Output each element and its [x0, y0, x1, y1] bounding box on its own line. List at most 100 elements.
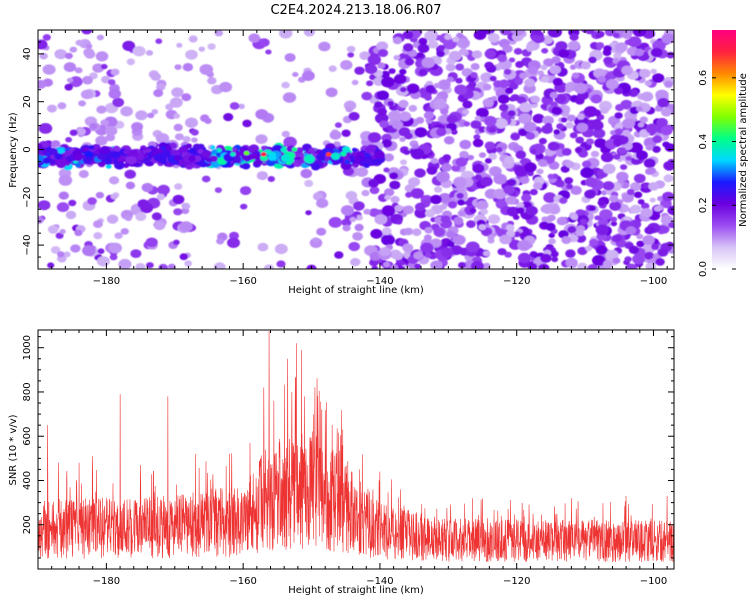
heatmap-cell [662, 141, 670, 148]
heatmap-cell [56, 202, 70, 213]
heatmap-cell [377, 62, 386, 69]
snr-y-tick-label: 400 [22, 471, 33, 490]
heatmap-cell [190, 129, 199, 136]
heatmap-cell [565, 121, 574, 129]
heatmap-cell [363, 208, 371, 215]
heatmap-cell [441, 163, 452, 172]
heatmap-cell [361, 189, 370, 197]
heatmap-cell [377, 49, 389, 57]
heatmap-x-tick-label: −120 [503, 276, 530, 287]
heatmap-cell [566, 183, 573, 190]
heatmap-cell [241, 162, 251, 170]
heatmap-cell [659, 225, 670, 234]
heatmap-cell [559, 197, 568, 204]
heatmap-cell [325, 87, 338, 98]
heatmap-cell [652, 135, 663, 144]
heatmap-cell [302, 70, 315, 81]
heatmap-cell [668, 222, 674, 229]
heatmap-cell [69, 129, 78, 136]
heatmap-cell [276, 260, 286, 268]
heatmap-panel: −180 −160 −140 −120 −100 −40 −20 0 20 40 Height … [8, 29, 675, 296]
heatmap-cell [592, 128, 606, 139]
heatmap-cell [284, 53, 296, 62]
heatmap-cell [548, 238, 556, 245]
heatmap-cell [452, 36, 460, 43]
heatmap-cell [469, 207, 477, 214]
heatmap-cell [628, 245, 640, 254]
heatmap-cell [70, 244, 81, 253]
heatmap-cell [243, 150, 250, 156]
heatmap-cell [231, 147, 238, 152]
heatmap-cell [499, 103, 509, 112]
heatmap-cell [118, 258, 132, 269]
heatmap-cell [510, 132, 521, 141]
heatmap-cell [632, 254, 645, 265]
heatmap-cell [484, 62, 492, 69]
heatmap-cell [87, 197, 97, 205]
heatmap-cell [426, 166, 438, 175]
heatmap-cell [519, 176, 530, 185]
heatmap-cell [145, 237, 158, 248]
heatmap-cell [230, 152, 236, 157]
heatmap-cell [38, 143, 43, 150]
snr-x-tick-label: −120 [503, 576, 530, 587]
heatmap-cell [182, 62, 194, 72]
heatmap-cell [96, 256, 110, 267]
heatmap-cell [199, 64, 214, 75]
heatmap-cell [540, 253, 552, 263]
heatmap-cell [349, 155, 355, 160]
heatmap-cell [557, 181, 565, 188]
heatmap-cell [241, 153, 251, 161]
heatmap-cell [130, 249, 142, 258]
heatmap-cell [459, 139, 472, 150]
heatmap-cell [613, 153, 621, 160]
heatmap-cell [357, 155, 366, 162]
heatmap-cell [438, 193, 452, 204]
heatmap-cell [656, 117, 668, 128]
heatmap-cell [467, 154, 475, 161]
heatmap-cell [114, 232, 123, 239]
heatmap-cell [545, 222, 556, 231]
heatmap-cell [470, 72, 478, 78]
heatmap-cell [560, 165, 570, 173]
heatmap-cell [465, 241, 480, 253]
heatmap-cell [54, 153, 63, 160]
heatmap-cell [353, 201, 365, 211]
heatmap-cell [446, 114, 458, 124]
heatmap-cell [351, 147, 358, 152]
heatmap-cell [355, 214, 363, 221]
heatmap-cell [402, 243, 414, 253]
heatmap-cell [141, 182, 154, 193]
heatmap-cell [408, 177, 421, 187]
heatmap-cell [667, 205, 674, 216]
heatmap-cell [424, 30, 438, 42]
colorbar-ticks: 0.0 0.2 0.4 0.6 [698, 70, 736, 277]
heatmap-cell [663, 174, 674, 183]
heatmap-cell [131, 122, 144, 132]
colorbar-tick-label: 0.2 [698, 197, 709, 213]
heatmap-cell [640, 91, 654, 102]
heatmap-y-tick-label: −20 [22, 187, 33, 208]
heatmap-cell [553, 129, 561, 135]
heatmap-cell [551, 56, 561, 64]
heatmap-cell [527, 170, 534, 177]
heatmap-cell [63, 62, 77, 73]
heatmap-cell [451, 164, 461, 172]
heatmap-cell [64, 52, 73, 60]
heatmap-cell [499, 30, 512, 36]
heatmap-cell [615, 104, 625, 112]
heatmap-cell [433, 98, 447, 109]
heatmap-cell [65, 137, 72, 143]
heatmap-cell [487, 234, 495, 241]
heatmap-cell [47, 225, 59, 234]
heatmap-cell [348, 241, 361, 252]
heatmap-cell [420, 242, 434, 254]
heatmap-cell [484, 141, 495, 150]
heatmap-cell [513, 48, 523, 55]
heatmap-cell [600, 190, 608, 196]
heatmap-cell [510, 94, 520, 102]
heatmap-cell [318, 41, 331, 52]
heatmap-cell [99, 145, 110, 154]
heatmap-cell [524, 78, 536, 88]
heatmap-cell [517, 252, 531, 264]
